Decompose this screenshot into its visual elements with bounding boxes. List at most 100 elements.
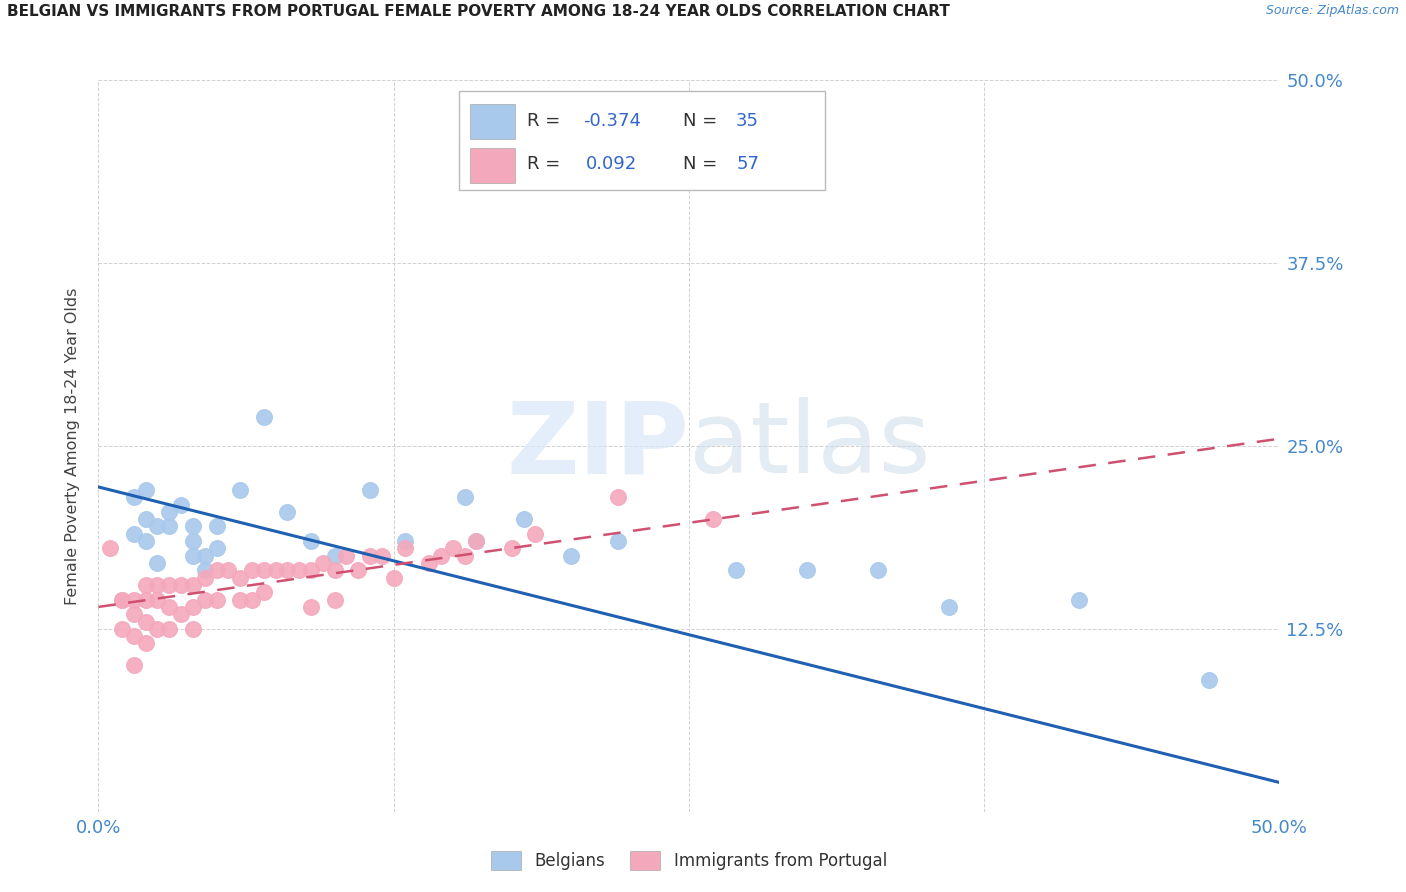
Text: BELGIAN VS IMMIGRANTS FROM PORTUGAL FEMALE POVERTY AMONG 18-24 YEAR OLDS CORRELA: BELGIAN VS IMMIGRANTS FROM PORTUGAL FEMA… bbox=[7, 4, 950, 20]
Point bbox=[453, 490, 475, 504]
Point bbox=[465, 534, 488, 549]
Bar bbox=[471, 103, 516, 139]
Point bbox=[135, 636, 157, 650]
Point bbox=[323, 592, 346, 607]
Point bbox=[702, 512, 724, 526]
Point bbox=[205, 541, 228, 556]
Point bbox=[135, 512, 157, 526]
Point bbox=[512, 512, 534, 526]
Point bbox=[135, 534, 157, 549]
Point bbox=[170, 578, 193, 592]
Point bbox=[347, 563, 370, 577]
Point bbox=[111, 592, 134, 607]
Point bbox=[418, 556, 440, 570]
Point bbox=[394, 541, 416, 556]
Point bbox=[323, 563, 346, 577]
Point bbox=[181, 519, 204, 533]
Text: Source: ZipAtlas.com: Source: ZipAtlas.com bbox=[1265, 4, 1399, 18]
Text: -0.374: -0.374 bbox=[582, 112, 641, 129]
Point bbox=[194, 563, 217, 577]
Point bbox=[122, 490, 145, 504]
Point bbox=[181, 599, 204, 614]
Point bbox=[323, 549, 346, 563]
Point bbox=[205, 563, 228, 577]
Point bbox=[371, 549, 394, 563]
Y-axis label: Female Poverty Among 18-24 Year Olds: Female Poverty Among 18-24 Year Olds bbox=[65, 287, 80, 605]
Point bbox=[382, 571, 405, 585]
Legend: Belgians, Immigrants from Portugal: Belgians, Immigrants from Portugal bbox=[485, 844, 893, 877]
Point bbox=[607, 534, 630, 549]
Point bbox=[725, 563, 748, 577]
Point bbox=[299, 599, 322, 614]
Text: atlas: atlas bbox=[689, 398, 931, 494]
Point bbox=[146, 578, 169, 592]
Point bbox=[253, 409, 276, 424]
Point bbox=[229, 592, 252, 607]
Text: R =: R = bbox=[527, 155, 572, 173]
Point bbox=[866, 563, 889, 577]
Point bbox=[501, 541, 523, 556]
Bar bbox=[471, 147, 516, 183]
Point bbox=[560, 549, 582, 563]
Point bbox=[253, 563, 276, 577]
Point bbox=[938, 599, 960, 614]
Point bbox=[394, 534, 416, 549]
Point bbox=[111, 622, 134, 636]
Point bbox=[194, 592, 217, 607]
Point bbox=[146, 592, 169, 607]
Point bbox=[135, 592, 157, 607]
Point bbox=[98, 541, 121, 556]
Point bbox=[312, 556, 335, 570]
Point bbox=[276, 505, 298, 519]
Text: 0.092: 0.092 bbox=[586, 155, 637, 173]
Point bbox=[288, 563, 311, 577]
Text: 57: 57 bbox=[737, 155, 759, 173]
Point bbox=[229, 483, 252, 497]
Point bbox=[181, 549, 204, 563]
Point bbox=[205, 519, 228, 533]
Point bbox=[607, 490, 630, 504]
Point bbox=[430, 549, 453, 563]
Point bbox=[276, 563, 298, 577]
Point bbox=[299, 534, 322, 549]
Point bbox=[135, 483, 157, 497]
Point bbox=[205, 592, 228, 607]
Point bbox=[524, 526, 547, 541]
Point bbox=[796, 563, 818, 577]
Point bbox=[122, 526, 145, 541]
Point bbox=[217, 563, 239, 577]
Bar bbox=[458, 91, 825, 190]
Point bbox=[229, 571, 252, 585]
Text: N =: N = bbox=[683, 112, 723, 129]
Point bbox=[157, 578, 180, 592]
Text: R =: R = bbox=[527, 112, 567, 129]
Point bbox=[157, 622, 180, 636]
Point bbox=[194, 549, 217, 563]
Point bbox=[240, 592, 263, 607]
Point bbox=[264, 563, 287, 577]
Point bbox=[135, 578, 157, 592]
Text: N =: N = bbox=[683, 155, 723, 173]
Point bbox=[135, 615, 157, 629]
Point bbox=[122, 592, 145, 607]
Point bbox=[146, 622, 169, 636]
Point bbox=[122, 658, 145, 673]
Point bbox=[335, 549, 357, 563]
Point bbox=[441, 541, 464, 556]
Point bbox=[111, 592, 134, 607]
Point bbox=[122, 629, 145, 643]
Point bbox=[170, 607, 193, 622]
Point bbox=[157, 505, 180, 519]
Point bbox=[359, 483, 381, 497]
Point bbox=[1067, 592, 1090, 607]
Point bbox=[253, 585, 276, 599]
Point bbox=[170, 498, 193, 512]
Point bbox=[157, 519, 180, 533]
Point bbox=[157, 599, 180, 614]
Point bbox=[146, 519, 169, 533]
Point bbox=[240, 563, 263, 577]
Point bbox=[181, 578, 204, 592]
Point bbox=[122, 607, 145, 622]
Text: 35: 35 bbox=[737, 112, 759, 129]
Point bbox=[1198, 673, 1220, 687]
